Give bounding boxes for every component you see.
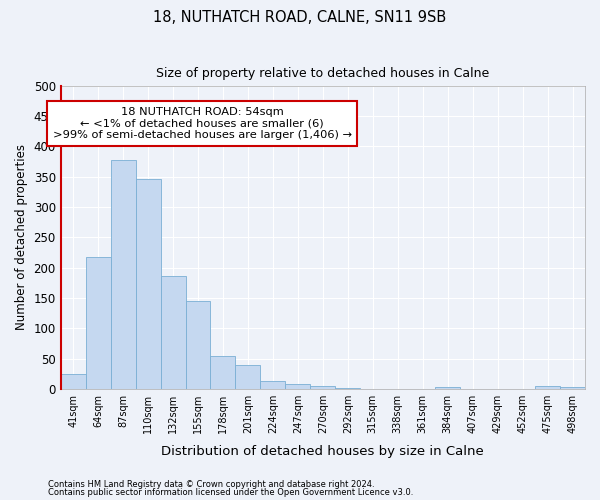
Bar: [535, 386, 560, 389]
Bar: [560, 386, 585, 389]
Bar: [335, 388, 360, 389]
Bar: [435, 388, 460, 389]
Bar: [211, 356, 235, 389]
Text: 18, NUTHATCH ROAD, CALNE, SN11 9SB: 18, NUTHATCH ROAD, CALNE, SN11 9SB: [154, 10, 446, 25]
Bar: [61, 374, 86, 389]
Bar: [86, 257, 110, 389]
Bar: [286, 384, 310, 389]
Bar: [360, 388, 385, 389]
Bar: [310, 386, 335, 389]
Bar: [235, 366, 260, 389]
Text: Contains public sector information licensed under the Open Government Licence v3: Contains public sector information licen…: [48, 488, 413, 497]
Bar: [161, 276, 185, 389]
Text: Contains HM Land Registry data © Crown copyright and database right 2024.: Contains HM Land Registry data © Crown c…: [48, 480, 374, 489]
Bar: [185, 301, 211, 389]
Bar: [136, 178, 161, 389]
Text: 18 NUTHATCH ROAD: 54sqm
← <1% of detached houses are smaller (6)
>99% of semi-de: 18 NUTHATCH ROAD: 54sqm ← <1% of detache…: [53, 107, 352, 140]
Bar: [110, 160, 136, 389]
Title: Size of property relative to detached houses in Calne: Size of property relative to detached ho…: [156, 68, 490, 80]
Y-axis label: Number of detached properties: Number of detached properties: [15, 144, 28, 330]
Bar: [460, 388, 485, 389]
Bar: [260, 382, 286, 389]
X-axis label: Distribution of detached houses by size in Calne: Distribution of detached houses by size …: [161, 444, 484, 458]
